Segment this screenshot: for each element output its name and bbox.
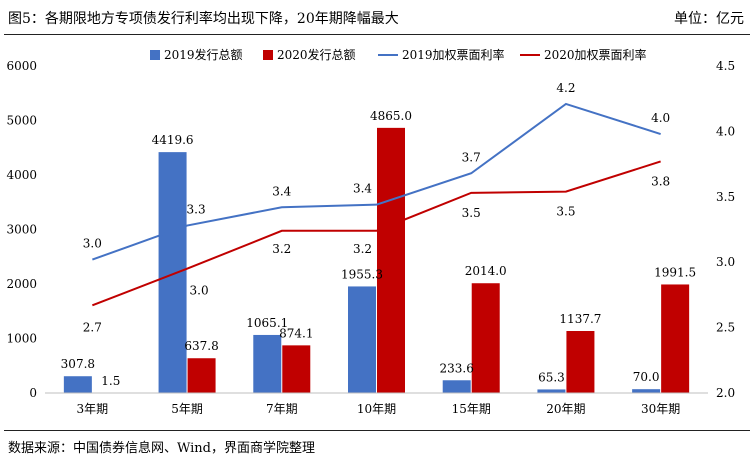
legend-label: 2020发行总额 bbox=[277, 47, 356, 62]
bar-1-1 bbox=[187, 358, 216, 393]
x-tick-label: 7年期 bbox=[266, 402, 298, 416]
bar-value-label: 4865.0 bbox=[370, 109, 412, 123]
y-left-tick-label: 2000 bbox=[6, 277, 37, 291]
y-right-tick-label: 3.5 bbox=[716, 190, 735, 204]
x-tick-label: 10年期 bbox=[357, 402, 396, 416]
bar-0-4 bbox=[442, 380, 471, 393]
x-tick-label: 20年期 bbox=[546, 402, 585, 416]
legend-swatch-0 bbox=[150, 50, 160, 60]
line-value-label: 4.0 bbox=[651, 111, 670, 125]
line-value-label: 3.7 bbox=[462, 150, 481, 164]
bar-value-label: 874.1 bbox=[279, 326, 313, 340]
bar-0-1 bbox=[158, 152, 187, 393]
y-right-tick-label: 2.5 bbox=[716, 321, 735, 335]
line-value-label: 3.5 bbox=[462, 206, 481, 220]
x-tick-label: 15年期 bbox=[452, 402, 491, 416]
bar-1-2 bbox=[282, 345, 311, 393]
line-value-label: 3.0 bbox=[83, 237, 102, 251]
bar-0-0 bbox=[63, 376, 92, 393]
line-value-label: 4.2 bbox=[556, 81, 575, 95]
line-value-label: 3.2 bbox=[272, 242, 291, 256]
y-right-tick-label: 4.5 bbox=[716, 59, 735, 73]
bar-0-2 bbox=[253, 334, 282, 393]
bar-value-label: 2014.0 bbox=[465, 264, 507, 278]
line-value-label: 3.2 bbox=[353, 242, 372, 256]
y-left-tick-label: 6000 bbox=[6, 59, 37, 73]
y-right-tick-label: 3.0 bbox=[716, 255, 735, 269]
legend-swatch-1 bbox=[263, 50, 273, 60]
chart-title: 图5：各期限地方专项债发行利率均出现下降，20年期降幅最大 bbox=[8, 11, 399, 27]
bar-1-5 bbox=[566, 330, 595, 393]
line-value-label: 3.5 bbox=[556, 205, 575, 219]
bar-0-5 bbox=[537, 389, 566, 393]
bar-1-6 bbox=[661, 284, 690, 393]
legend-label: 2019发行总额 bbox=[164, 47, 243, 62]
line-value-label: 2.7 bbox=[83, 320, 102, 334]
y-left-tick-label: 1000 bbox=[6, 332, 37, 346]
bar-value-label: 70.0 bbox=[633, 370, 660, 384]
bar-value-label: 1137.7 bbox=[559, 312, 601, 326]
bar-value-label: 233.6 bbox=[440, 361, 474, 375]
x-tick-label: 5年期 bbox=[171, 402, 203, 416]
y-left-tick-label: 3000 bbox=[6, 223, 37, 237]
bar-value-label: 1955.3 bbox=[341, 267, 383, 281]
bar-value-label: 65.3 bbox=[538, 370, 565, 384]
bar-value-label: 307.8 bbox=[61, 357, 95, 371]
x-tick-label: 3年期 bbox=[77, 402, 109, 416]
line-value-label: 3.4 bbox=[272, 184, 291, 198]
legend-label: 2020加权票面利率 bbox=[544, 47, 647, 62]
line-value-label: 3.8 bbox=[651, 174, 670, 188]
line-value-label: 3.4 bbox=[353, 182, 372, 196]
line-value-label: 3.0 bbox=[190, 284, 209, 298]
line-value-label: 3.3 bbox=[187, 203, 206, 217]
bar-value-label: 1065.1 bbox=[246, 316, 288, 330]
x-tick-label: 30年期 bbox=[641, 402, 680, 416]
bar-value-label: 1.5 bbox=[101, 374, 120, 388]
bar-0-3 bbox=[348, 286, 376, 393]
y-left-tick-label: 0 bbox=[29, 386, 37, 400]
unit-label: 单位：亿元 bbox=[674, 11, 744, 27]
legend-label: 2019加权票面利率 bbox=[402, 47, 505, 62]
bar-1-3 bbox=[377, 127, 405, 394]
bar-value-label: 4419.6 bbox=[152, 133, 194, 147]
bottom-divider bbox=[4, 430, 750, 431]
y-right-tick-label: 4.0 bbox=[716, 124, 735, 138]
y-left-tick-label: 5000 bbox=[6, 114, 37, 128]
line-series-0 bbox=[92, 102, 661, 261]
y-left-tick-label: 4000 bbox=[6, 168, 37, 182]
bar-value-label: 1991.5 bbox=[654, 265, 696, 279]
line-series-1 bbox=[91, 160, 661, 307]
top-divider bbox=[4, 34, 750, 35]
source-note: 数据来源：中国债券信息网、Wind，界面商学院整理 bbox=[8, 441, 315, 456]
bar-0-6 bbox=[632, 389, 661, 393]
bar-value-label: 637.8 bbox=[184, 339, 218, 353]
y-right-tick-label: 2.0 bbox=[716, 386, 735, 400]
chart-header: 图5：各期限地方专项债发行利率均出现下降，20年期降幅最大 单位：亿元 bbox=[0, 0, 754, 40]
bar-1-4 bbox=[471, 283, 500, 393]
